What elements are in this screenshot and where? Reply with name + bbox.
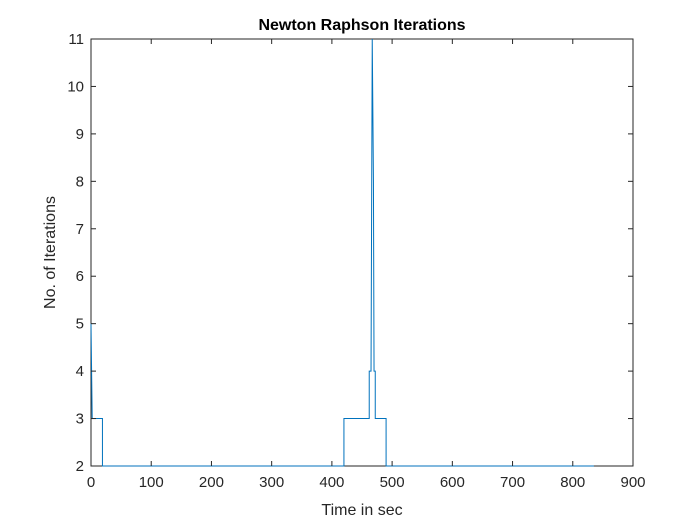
y-tick-label: 5 [76,316,84,333]
y-tick-label: 10 [67,78,84,95]
series-layer [90,38,594,467]
x-tick-label: 500 [380,474,405,491]
y-tick-label: 9 [76,126,84,143]
x-tick-label: 700 [500,474,525,491]
x-tick-label: 100 [139,474,164,491]
y-tick-label: 2 [76,458,84,475]
y-tick-label: 6 [76,268,84,285]
y-tick-label: 3 [76,411,84,428]
x-tick-label: 800 [560,474,585,491]
x-tick-label: 0 [87,474,95,491]
y-tick-label: 11 [68,31,84,48]
y-tick-label: 4 [76,363,84,380]
y-axis-title: No. of Iterations [42,196,59,309]
y-tick-label: 8 [76,173,84,190]
x-tick-label: 300 [259,474,284,491]
plot-area: 0 100 200 300 400 500 600 700 800 900 2 3 4 5 6 7 8 9 10 11 [67,31,645,491]
x-tick-label: 200 [199,474,224,491]
axes-box [90,38,634,467]
x-tick-label: 400 [319,474,344,491]
x-tick-label: 900 [620,474,645,491]
tick-layer: 0 100 200 300 400 500 600 700 800 900 2 3 4 5 6 7 8 9 10 11 [67,31,645,491]
chart-title: Newton Raphson Iterations [258,17,465,34]
x-axis-title: Time in sec [321,502,402,519]
series-line-1 [90,38,594,467]
y-tick-label: 7 [76,221,84,238]
x-tick-label: 600 [440,474,465,491]
